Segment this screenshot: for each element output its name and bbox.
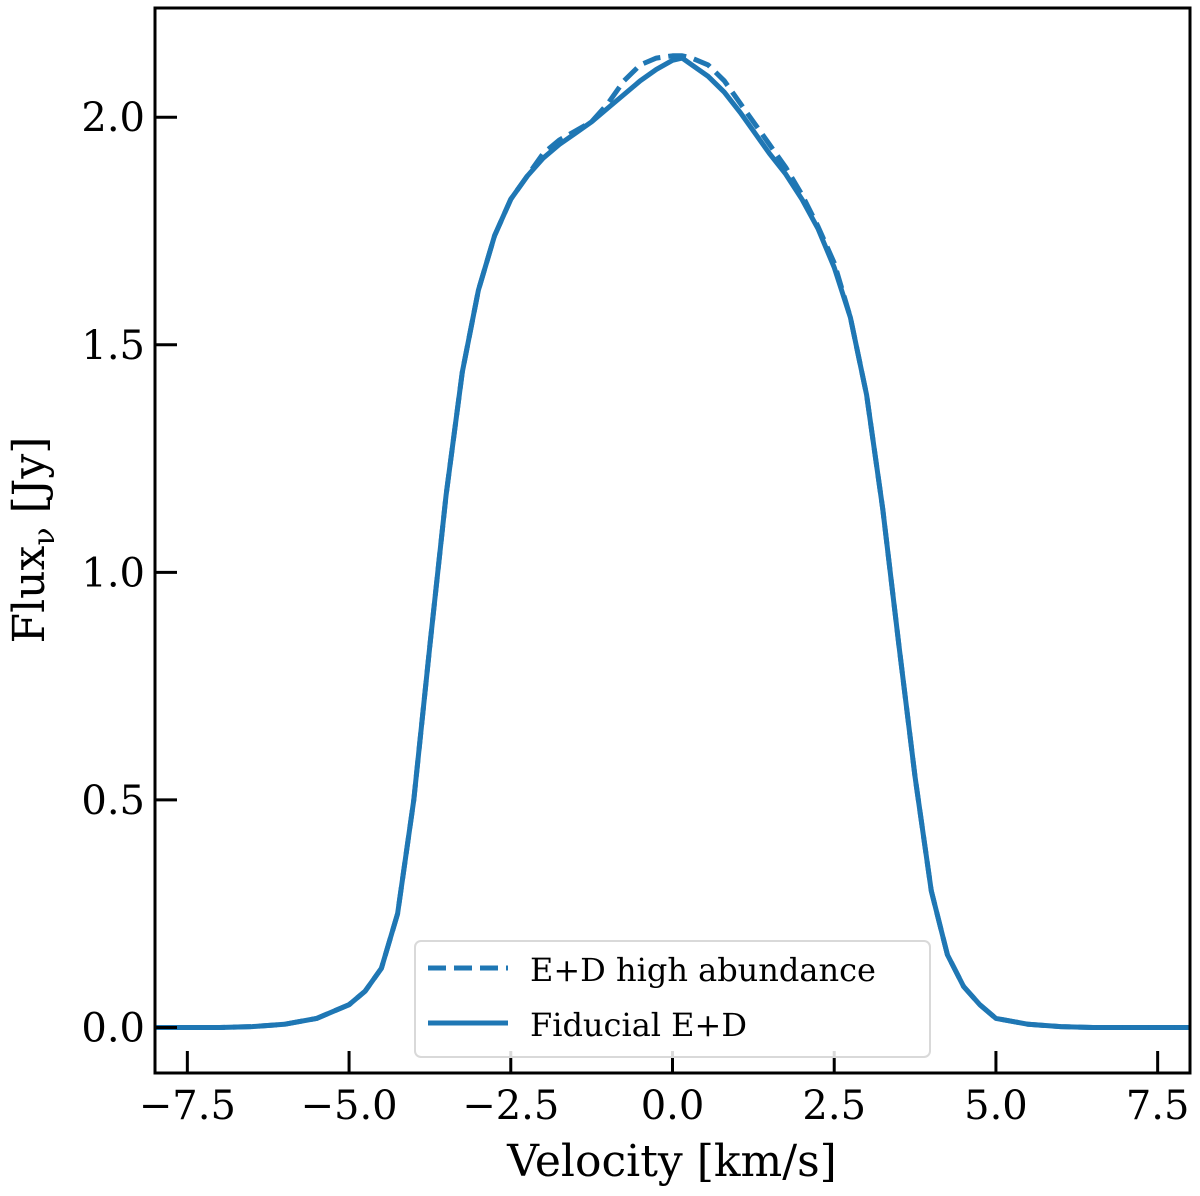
series-line-fiducial (155, 55, 1190, 1030)
x-axis-label: Velocity [km/s] (506, 1136, 837, 1187)
x-tick-label: 7.5 (1126, 1083, 1190, 1129)
legend-label-high-abundance: E+D high abundance (530, 951, 876, 989)
y-axis-label: Fluxν [Jy] (4, 437, 62, 644)
y-axis-ticks: 0.0 0.5 1.0 1.5 2.0 (81, 95, 177, 1051)
x-tick-label: −2.5 (462, 1083, 559, 1129)
y-axis-label-unit: [Jy] (4, 437, 55, 528)
legend: E+D high abundance Fiducial E+D (414, 940, 931, 1058)
y-axis-label-main: Flux (4, 545, 55, 643)
y-tick-label: 0.5 (81, 778, 145, 824)
y-tick-label: 2.0 (81, 95, 145, 141)
series-lines (155, 53, 1190, 1030)
x-tick-label: 0.0 (641, 1083, 705, 1129)
series-line-high-abundance (155, 53, 1190, 1030)
y-tick-label: 0.0 (81, 1005, 145, 1051)
legend-box (414, 940, 931, 1058)
plot-frame (153, 6, 1192, 1075)
legend-label-fiducial: Fiducial E+D (530, 1006, 747, 1044)
x-axis-ticks: −7.5 −5.0 −2.5 0.0 2.5 5.0 7.5 (139, 1051, 1190, 1129)
y-axis-label-sub: ν (27, 527, 62, 545)
x-tick-label: −5.0 (300, 1083, 397, 1129)
x-tick-label: 5.0 (964, 1083, 1028, 1129)
y-tick-label: 1.5 (81, 323, 145, 369)
y-tick-label: 1.0 (81, 550, 145, 596)
x-tick-label: −7.5 (139, 1083, 236, 1129)
x-tick-label: 2.5 (802, 1083, 866, 1129)
